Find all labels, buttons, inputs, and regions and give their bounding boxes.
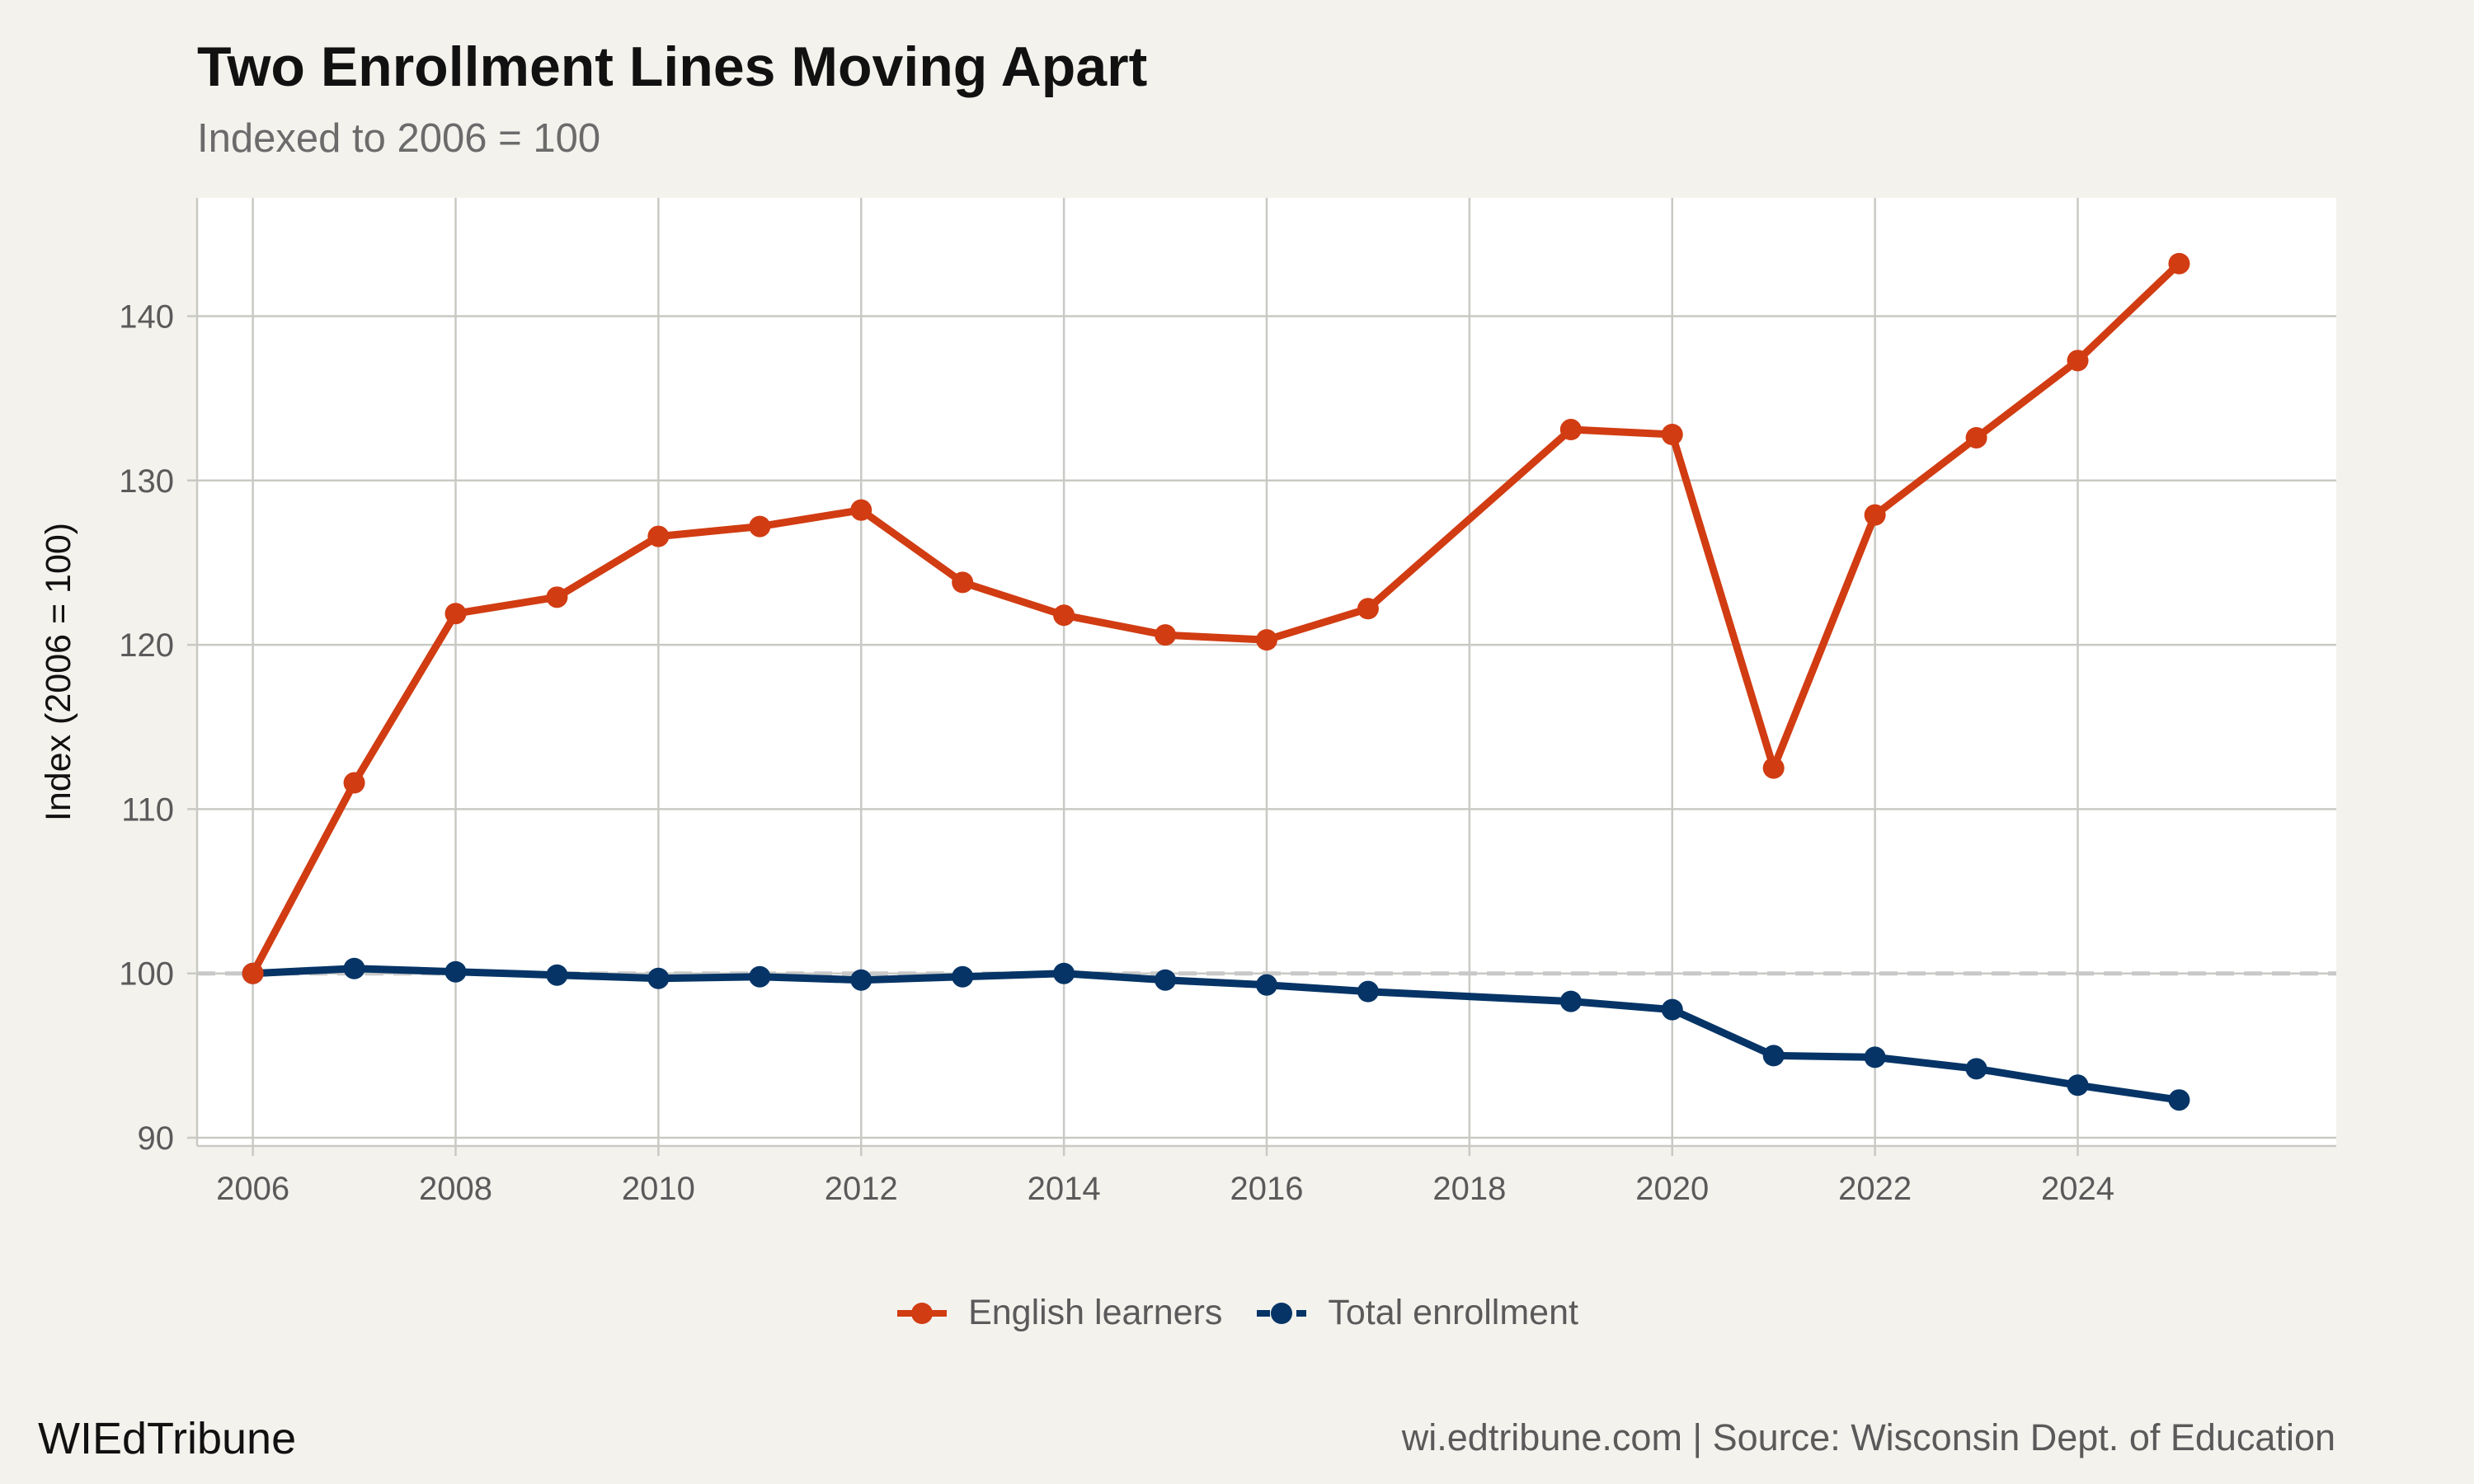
x-tick-label-2016: 2016 <box>1230 1171 1304 1207</box>
point-total-enrollment-2019 <box>1559 990 1582 1012</box>
grid-lines <box>187 198 2336 1156</box>
point-english-learners-2015 <box>1155 624 1177 646</box>
point-total-enrollment-2009 <box>546 964 568 986</box>
legend-label-english-learners: English learners <box>968 1293 1223 1332</box>
x-tick-labels: 2006 2008 2010 2012 2014 2016 2018 2020 2022 2024 <box>216 1171 2114 1207</box>
point-english-learners-2014 <box>1053 604 1075 627</box>
point-total-enrollment-2024 <box>2067 1074 2089 1097</box>
legend: English learners Total enrollment <box>0 1293 2474 1333</box>
point-english-learners-2010 <box>647 525 670 547</box>
chart-title: Two Enrollment Lines Moving Apart <box>197 35 1148 98</box>
point-english-learners-2022 <box>1864 504 1886 526</box>
point-total-enrollment-2015 <box>1155 969 1177 991</box>
legend-key-total-enrollment <box>1257 1302 1307 1324</box>
x-tick-label-2008: 2008 <box>419 1171 492 1207</box>
x-tick-label-2006: 2006 <box>216 1171 289 1207</box>
x-tick-label-2010: 2010 <box>622 1171 695 1207</box>
point-english-learners-2021 <box>1762 757 1785 779</box>
point-total-enrollment-2008 <box>444 960 467 983</box>
y-tick-label-140: 140 <box>119 299 174 336</box>
y-tick-label-100: 100 <box>119 956 174 993</box>
point-english-learners-2019 <box>1559 419 1582 441</box>
point-total-enrollment-2011 <box>749 965 771 988</box>
y-axis-label: Index (2006 = 100) <box>39 523 78 821</box>
point-english-learners-2025 <box>2168 252 2190 275</box>
point-english-learners-2013 <box>952 571 974 594</box>
brand-logo-text: WIEdTribune <box>38 1414 297 1463</box>
x-tick-label-2022: 2022 <box>1838 1171 1912 1207</box>
point-english-learners-2017 <box>1357 598 1379 620</box>
point-total-enrollment-2013 <box>952 965 974 988</box>
chart-subtitle: Indexed to 2006 = 100 <box>197 116 601 161</box>
point-total-enrollment-2007 <box>343 957 365 979</box>
y-tick-labels: 90 100 110 120 130 140 <box>119 299 174 1158</box>
point-total-enrollment-2017 <box>1357 980 1379 1003</box>
point-english-learners-2023 <box>1965 426 1987 448</box>
y-tick-label-120: 120 <box>119 627 174 664</box>
point-english-learners-2020 <box>1661 424 1683 446</box>
point-english-learners-2006 <box>242 962 264 984</box>
x-tick-label-2020: 2020 <box>1635 1171 1709 1207</box>
series-points <box>242 252 2190 1111</box>
point-total-enrollment-2016 <box>1256 974 1277 996</box>
y-tick-label-90: 90 <box>138 1120 175 1157</box>
point-total-enrollment-2021 <box>1762 1045 1785 1067</box>
x-tick-label-2024: 2024 <box>2041 1171 2114 1207</box>
y-tick-label-130: 130 <box>119 463 174 500</box>
point-english-learners-2008 <box>444 603 467 625</box>
point-total-enrollment-2023 <box>1965 1058 1987 1080</box>
axis-lines <box>195 198 2336 1148</box>
point-total-enrollment-2014 <box>1053 962 1075 984</box>
point-english-learners-2016 <box>1256 629 1277 651</box>
x-tick-label-2018: 2018 <box>1432 1171 1506 1207</box>
source-credit: wi.edtribune.com | Source: Wisconsin Dep… <box>1401 1416 2335 1458</box>
point-english-learners-2011 <box>749 515 771 538</box>
point-total-enrollment-2012 <box>850 969 872 991</box>
x-tick-label-2014: 2014 <box>1028 1171 1101 1207</box>
point-total-enrollment-2020 <box>1661 998 1683 1021</box>
legend-label-total-enrollment: Total enrollment <box>1328 1293 1578 1332</box>
x-tick-label-2012: 2012 <box>825 1171 898 1207</box>
point-english-learners-2012 <box>850 499 872 521</box>
legend-item-english-learners: English learners <box>896 1293 1222 1333</box>
point-english-learners-2007 <box>343 772 365 794</box>
y-tick-label-110: 110 <box>121 791 174 828</box>
point-total-enrollment-2022 <box>1864 1046 1886 1068</box>
point-english-learners-2024 <box>2067 350 2089 372</box>
point-total-enrollment-2010 <box>647 967 670 989</box>
legend-key-english-learners <box>897 1302 948 1324</box>
point-english-learners-2009 <box>546 586 568 608</box>
legend-item-total-enrollment: Total enrollment <box>1255 1293 1578 1333</box>
point-total-enrollment-2025 <box>2168 1089 2190 1111</box>
